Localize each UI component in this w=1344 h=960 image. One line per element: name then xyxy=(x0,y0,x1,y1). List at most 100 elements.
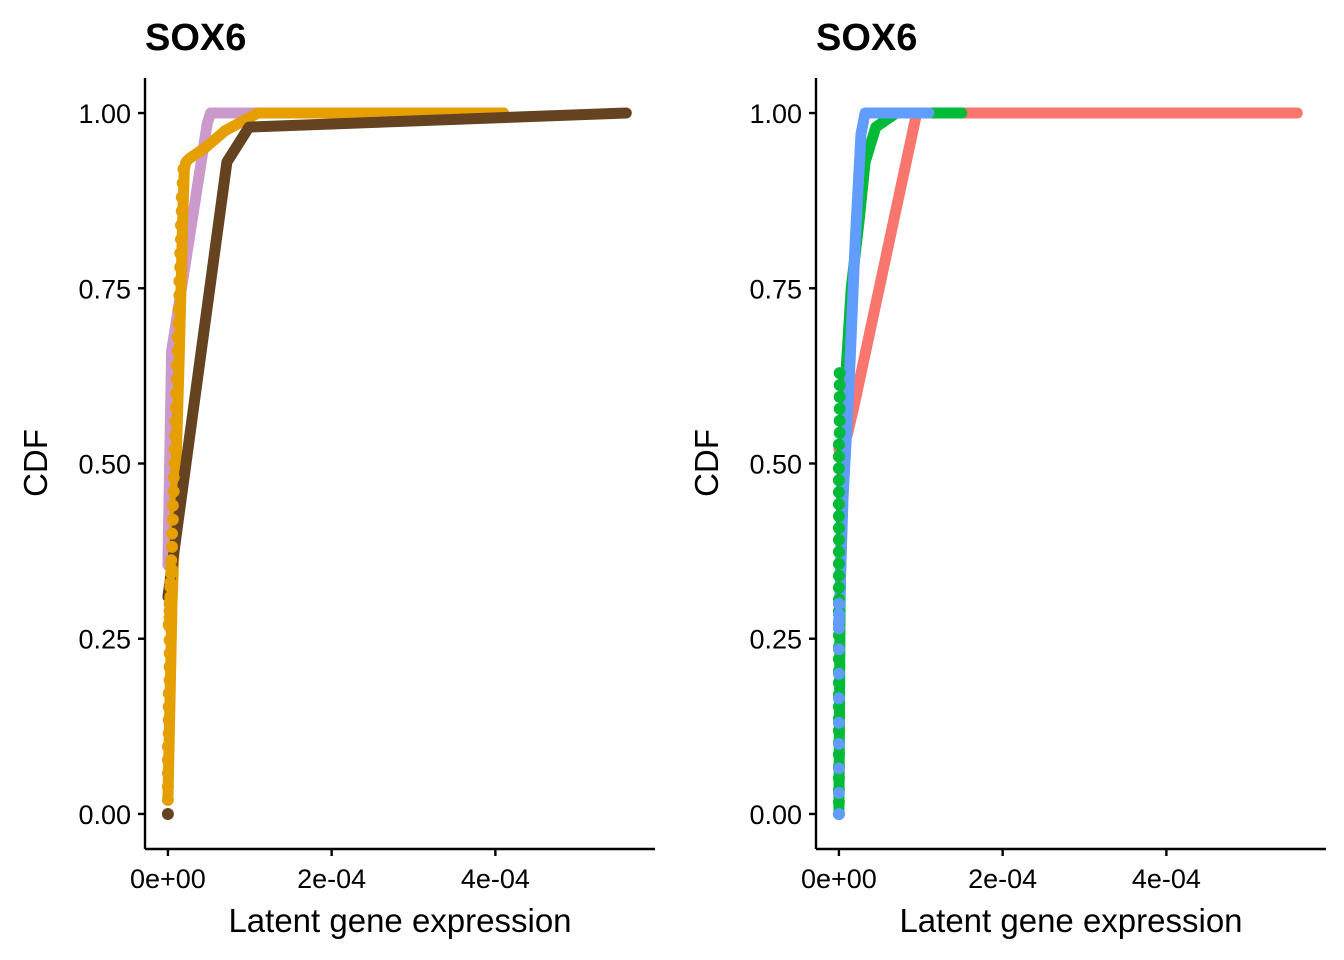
series-orange-point xyxy=(169,415,182,428)
series-orange-point xyxy=(170,359,183,372)
series-green-point xyxy=(833,390,846,403)
series-orange-point xyxy=(163,660,176,673)
series-blue-point xyxy=(832,716,845,729)
series-green-point xyxy=(832,474,845,487)
series-green-point xyxy=(833,367,846,380)
series-blue-point xyxy=(832,786,845,799)
series-orange-point xyxy=(162,700,175,713)
series-green-point xyxy=(832,450,845,463)
series-orange-point xyxy=(171,331,184,344)
series-orange-point xyxy=(162,727,175,740)
series-blue-point xyxy=(832,762,845,775)
series-blue-point xyxy=(832,643,845,656)
plot-area xyxy=(161,107,632,820)
series-green-point xyxy=(832,533,845,546)
series-lilac-line xyxy=(162,107,510,571)
y-tick-label: 0.25 xyxy=(749,625,802,655)
series-orange-point xyxy=(169,429,182,442)
x-tick-label: 2e-04 xyxy=(297,864,366,894)
series-orange-point xyxy=(161,754,174,766)
series-orange-point xyxy=(163,647,176,660)
series-orange-point xyxy=(175,205,188,218)
series-brown-point xyxy=(161,808,174,820)
series-orange-point xyxy=(165,554,178,567)
series-orange-point xyxy=(161,780,174,793)
series-green-point xyxy=(832,796,845,808)
series-orange-point xyxy=(176,177,189,190)
y-tick-label: 0.25 xyxy=(78,625,131,655)
y-axis: 0.00 0.25 0.50 0.75 1.00 xyxy=(78,99,145,830)
y-tick-label: 0.00 xyxy=(78,800,131,830)
series-green-point xyxy=(833,426,846,439)
series-orange-point xyxy=(174,261,187,274)
series-orange-point xyxy=(167,485,180,498)
series-orange-point xyxy=(168,457,181,470)
series-orange-point xyxy=(172,317,185,330)
series-orange-point xyxy=(162,714,175,726)
plot-area xyxy=(832,107,1303,820)
series-green-point xyxy=(832,748,845,761)
series-blue-point xyxy=(832,608,845,621)
series-green-point xyxy=(832,498,845,511)
series-orange-point xyxy=(171,345,184,358)
series-green-point xyxy=(832,700,845,713)
series-green-point xyxy=(832,653,845,666)
panel-left: SOX6 0.00 0.25 0.50 0.75 1.00 0e+00 2e-04 4e-0… xyxy=(17,17,655,939)
series-orange-point xyxy=(161,793,174,806)
series-orange-point xyxy=(170,387,183,400)
x-tick-label: 4e-04 xyxy=(1132,864,1201,894)
x-tick-label: 0e+00 xyxy=(801,864,877,894)
series-orange-point xyxy=(162,687,175,700)
panel-right: SOX6 0.00 0.25 0.50 0.75 1.00 0e+00 2e-04 4e-0… xyxy=(688,17,1326,939)
x-tick-label: 4e-04 xyxy=(461,864,530,894)
series-blue-point xyxy=(832,808,845,820)
series-blue-line xyxy=(833,107,935,631)
y-tick-label: 1.00 xyxy=(749,99,802,129)
series-green-point xyxy=(832,438,845,451)
x-axis: 0e+00 2e-04 4e-04 xyxy=(801,849,1201,894)
y-tick-label: 1.00 xyxy=(78,99,131,129)
series-orange-point xyxy=(168,443,181,456)
y-tick-label: 0.50 xyxy=(78,450,131,480)
series-red-line xyxy=(833,107,1303,455)
y-axis-label: CDF xyxy=(17,429,54,497)
series-orange-point xyxy=(161,740,174,753)
series-orange-point xyxy=(170,373,183,386)
series-orange-point xyxy=(165,562,178,575)
series-orange-point xyxy=(163,634,176,647)
series-orange-point xyxy=(166,499,179,512)
series-green-point xyxy=(832,676,845,689)
series-orange-point xyxy=(172,303,185,316)
series-orange-point xyxy=(162,618,175,631)
panel-title: SOX6 xyxy=(145,17,246,59)
series-green-point xyxy=(832,581,845,594)
series-orange-point xyxy=(177,163,190,176)
series-green-point xyxy=(833,379,846,391)
series-orange-point xyxy=(166,527,178,540)
series-orange-point xyxy=(170,401,183,414)
series-orange-point xyxy=(166,540,178,553)
series-orange-point xyxy=(167,471,180,484)
series-orange-point xyxy=(173,275,186,288)
series-orange-point xyxy=(166,513,179,526)
y-tick-label: 0.00 xyxy=(749,800,802,830)
series-green-point xyxy=(833,402,846,415)
series-orange-point xyxy=(175,219,187,232)
series-orange-point xyxy=(175,191,188,204)
y-tick-label: 0.50 xyxy=(749,450,802,480)
x-axis-label: Latent gene expression xyxy=(899,902,1242,939)
series-orange-point xyxy=(173,289,186,302)
x-tick-label: 2e-04 xyxy=(968,864,1037,894)
y-tick-label: 0.75 xyxy=(78,274,131,304)
x-tick-label: 0e+00 xyxy=(130,864,206,894)
panel-title: SOX6 xyxy=(816,17,917,59)
series-green-point xyxy=(832,522,845,534)
series-blue-point xyxy=(832,667,845,680)
series-brown-line xyxy=(162,107,632,603)
series-green-point xyxy=(832,569,845,582)
series-green-point xyxy=(832,545,845,558)
series-blue-point xyxy=(832,597,845,610)
series-green-point xyxy=(832,510,845,523)
series-green-point xyxy=(832,557,845,570)
